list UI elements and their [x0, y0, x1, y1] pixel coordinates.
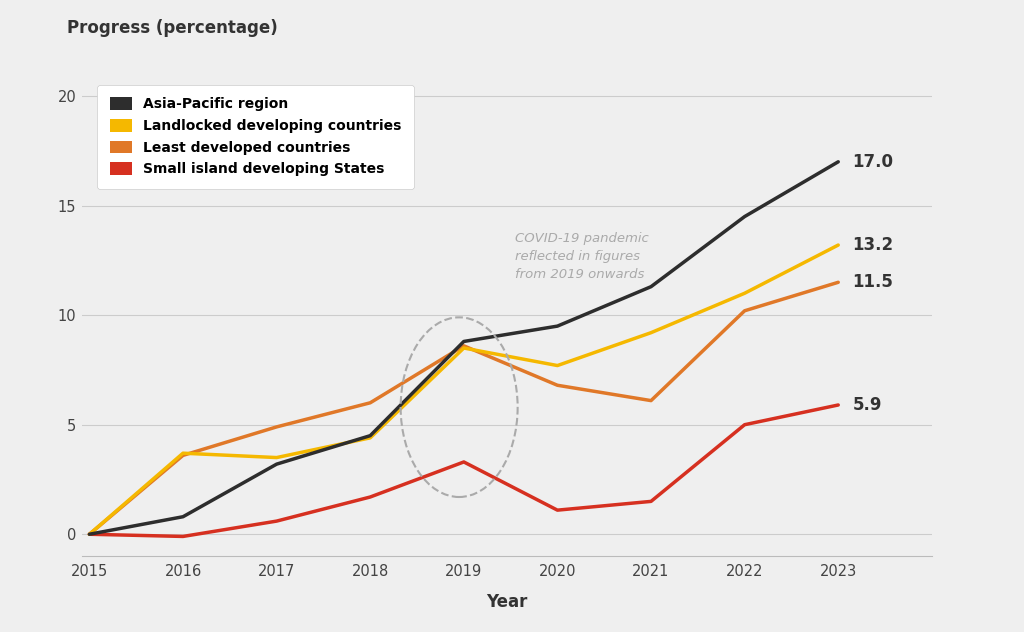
- Text: 11.5: 11.5: [852, 273, 893, 291]
- Text: 13.2: 13.2: [852, 236, 893, 254]
- Text: 17.0: 17.0: [852, 153, 893, 171]
- Text: Progress (percentage): Progress (percentage): [67, 19, 278, 37]
- Legend: Asia-Pacific region, Landlocked developing countries, Least developed countries,: Asia-Pacific region, Landlocked developi…: [97, 85, 414, 189]
- Text: COVID-19 pandemic
reflected in figures
from 2019 onwards: COVID-19 pandemic reflected in figures f…: [515, 232, 649, 281]
- Text: 5.9: 5.9: [852, 396, 882, 414]
- X-axis label: Year: Year: [486, 593, 527, 611]
